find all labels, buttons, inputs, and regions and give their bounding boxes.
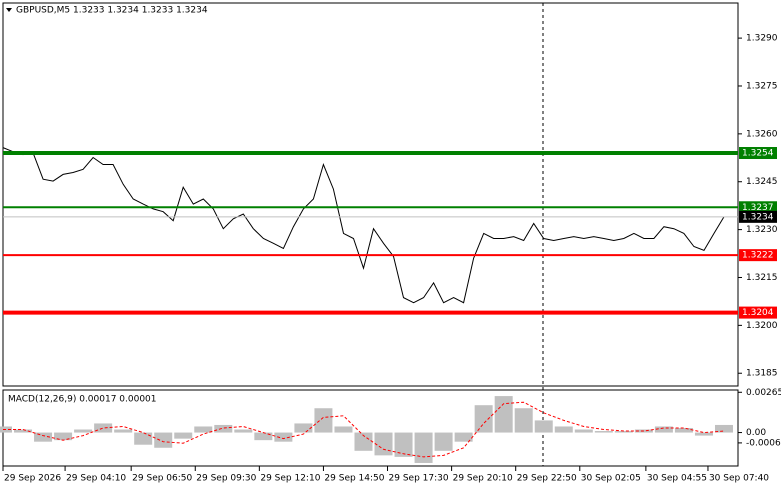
y-tick-label: 0.00 xyxy=(746,428,766,438)
macd-bar xyxy=(194,426,213,433)
level-label-box xyxy=(739,210,777,223)
x-tick-label: 29 Sep 09:30 xyxy=(196,474,256,484)
macd-bar xyxy=(474,405,493,433)
macd-bar xyxy=(674,428,693,433)
chart-title: GBPUSD,M5 1.3233 1.3234 1.3233 1.3234 xyxy=(16,6,208,16)
x-tick-label: 29 Sep 22:50 xyxy=(517,474,577,484)
x-tick-label: 30 Sep 02:05 xyxy=(581,474,641,484)
macd-bar xyxy=(54,432,73,441)
macd-bar xyxy=(254,432,273,441)
x-tick-label: 29 Sep 06:50 xyxy=(132,474,192,484)
menu-triangle xyxy=(6,8,12,12)
level-label: 1.3254 xyxy=(742,149,774,159)
macd-bar xyxy=(694,432,713,436)
y-tick-label: 1.3215 xyxy=(746,273,778,283)
macd-bar xyxy=(14,429,33,433)
macd-bar xyxy=(514,408,533,433)
macd-title: MACD(12,26,9) 0.00017 0.00001 xyxy=(8,395,157,405)
macd-bar xyxy=(234,429,253,433)
level-label-box xyxy=(739,147,777,160)
y-tick-label: 1.3275 xyxy=(746,81,778,91)
macd-bar xyxy=(74,429,93,433)
level-label-box xyxy=(739,249,777,262)
y-tick-label: 1.3230 xyxy=(746,225,778,235)
price-panel xyxy=(2,2,739,387)
level-label-box xyxy=(739,306,777,319)
y-tick-label: 0.00265 xyxy=(746,388,781,398)
level-label: 1.3204 xyxy=(742,308,774,318)
macd-bar xyxy=(494,396,513,433)
level-label: 1.3237 xyxy=(742,203,774,213)
macd-bar xyxy=(614,431,633,433)
macd-bar xyxy=(554,426,573,433)
macd-bar xyxy=(434,432,453,451)
x-tick-label: 29 Sep 17:30 xyxy=(389,474,449,484)
y-tick-label: 1.3200 xyxy=(746,321,778,331)
x-tick-label: 30 Sep 07:40 xyxy=(709,474,769,484)
x-tick-label: 29 Sep 12:10 xyxy=(260,474,320,484)
macd-bar xyxy=(654,426,673,433)
signal-line xyxy=(3,401,725,458)
macd-bar xyxy=(574,429,593,433)
macd-bar xyxy=(174,432,193,439)
level-label: 1.3234 xyxy=(742,212,774,222)
x-tick-label: 29 Sep 20:10 xyxy=(453,474,513,484)
macd-bar xyxy=(394,432,413,457)
macd-bar xyxy=(374,432,393,456)
macd-bar xyxy=(334,426,353,433)
macd-bar xyxy=(534,420,553,433)
level-label-box xyxy=(739,201,777,214)
macd-bar xyxy=(714,424,733,433)
macd-bar xyxy=(34,432,53,442)
macd-bar xyxy=(414,432,433,463)
y-tick-label: 1.3290 xyxy=(746,34,778,44)
macd-bar xyxy=(94,423,113,433)
y-tick-label: -0.00068 xyxy=(746,438,781,448)
macd-bar xyxy=(314,408,333,433)
x-tick-label: 29 Sep 14:50 xyxy=(324,474,384,484)
macd-bar xyxy=(354,432,373,451)
x-tick-label: 30 Sep 04:55 xyxy=(647,474,707,484)
macd-bar xyxy=(594,431,613,433)
macd-bar xyxy=(294,423,313,433)
macd-bar xyxy=(114,429,133,433)
macd-bar xyxy=(154,432,173,448)
level-label: 1.3222 xyxy=(742,251,774,261)
macd-bar xyxy=(134,432,153,445)
macd-bar xyxy=(274,432,293,442)
macd-bar xyxy=(454,432,473,442)
price-line xyxy=(2,147,725,304)
macd-bar xyxy=(214,424,233,433)
y-tick-label: 1.3245 xyxy=(746,177,778,187)
y-tick-label: 1.3260 xyxy=(746,129,778,139)
x-tick-label: 29 Sep 2026 xyxy=(4,474,61,484)
y-tick-label: 1.3185 xyxy=(746,369,778,379)
x-tick-label: 29 Sep 04:10 xyxy=(66,474,126,484)
